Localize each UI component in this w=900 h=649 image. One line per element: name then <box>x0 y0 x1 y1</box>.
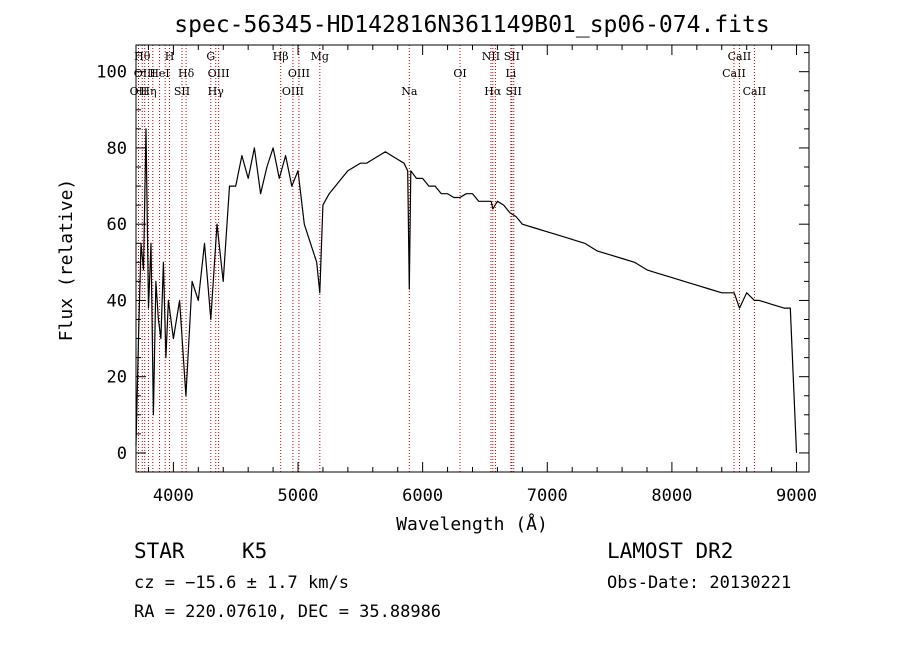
spectral-line-label: Hη <box>140 85 156 98</box>
spectral-line-label: OII <box>130 85 148 98</box>
spectral-line-label: CaII <box>743 85 767 98</box>
x-tick-label: 5000 <box>278 486 319 506</box>
spectral-line-label: Hα <box>484 85 502 98</box>
object-class: STAR <box>134 539 185 563</box>
spectral-line-label: Hγ <box>208 85 225 98</box>
spectral-line-label: SII <box>174 85 190 98</box>
x-tick-label: 4000 <box>153 486 194 506</box>
spectral-line-label: Hθ <box>134 50 151 63</box>
spectral-line-label: NII <box>482 50 500 63</box>
spectral-line-label: HeI <box>149 67 169 80</box>
x-tick-label: 6000 <box>402 486 443 506</box>
x-tick-label: 9000 <box>776 486 817 506</box>
flux-series-line <box>135 128 798 453</box>
obs-date: Obs-Date: 20130221 <box>607 573 792 593</box>
x-tick-label: 8000 <box>651 486 692 506</box>
y-tick-label: 20 <box>107 368 127 388</box>
plot-frame <box>135 44 810 473</box>
spectral-line-label: CaII <box>728 50 752 63</box>
spectral-line-label: Na <box>401 85 418 98</box>
y-tick-label: 0 <box>117 444 127 464</box>
coordinates-text: RA = 220.07610, DEC = 35.88986 <box>134 602 442 622</box>
spectral-line-label: OIII <box>208 67 230 80</box>
spectral-line-label: OIII <box>288 67 310 80</box>
spectral-line-label: CaII <box>722 67 746 80</box>
y-tick-label: 80 <box>107 139 127 159</box>
y-tick-label: 60 <box>107 215 127 235</box>
spectral-line-label: Mg <box>311 50 329 63</box>
spectral-line-label: G <box>206 50 215 63</box>
y-tick-label: 100 <box>96 63 127 83</box>
chart-title: spec-56345-HD142816N361149B01_sp06-074.f… <box>174 12 769 38</box>
x-tick-label: 7000 <box>527 486 568 506</box>
redshift-text: cz = −15.6 ± 1.7 km/s <box>134 573 349 593</box>
spectral-line-label: SII <box>506 85 522 98</box>
spectral-line-label: OIII <box>282 85 304 98</box>
y-axis-label: Flux (relative) <box>56 179 77 342</box>
spectrum-series-layer <box>135 128 798 453</box>
spectral-line-label: OIII <box>134 67 156 80</box>
spectral-line-label: Hβ <box>273 50 289 63</box>
spectral-line-label: H <box>165 50 175 63</box>
y-tick-label: 40 <box>107 291 127 311</box>
axis-ticks-layer: 4000 5000 6000 7000 8000 9000 0 20 40 60 80 100 <box>96 45 817 506</box>
spectral-line-label: SII <box>504 50 520 63</box>
spectral-line-label: OI <box>453 67 466 80</box>
object-subclass: K5 <box>242 539 268 563</box>
x-axis-label: Wavelength (Å) <box>396 513 548 535</box>
spectral-line-label: Li <box>505 67 516 80</box>
spectral-line-label: Hδ <box>178 67 195 80</box>
survey-name: LAMOST DR2 <box>607 539 734 563</box>
